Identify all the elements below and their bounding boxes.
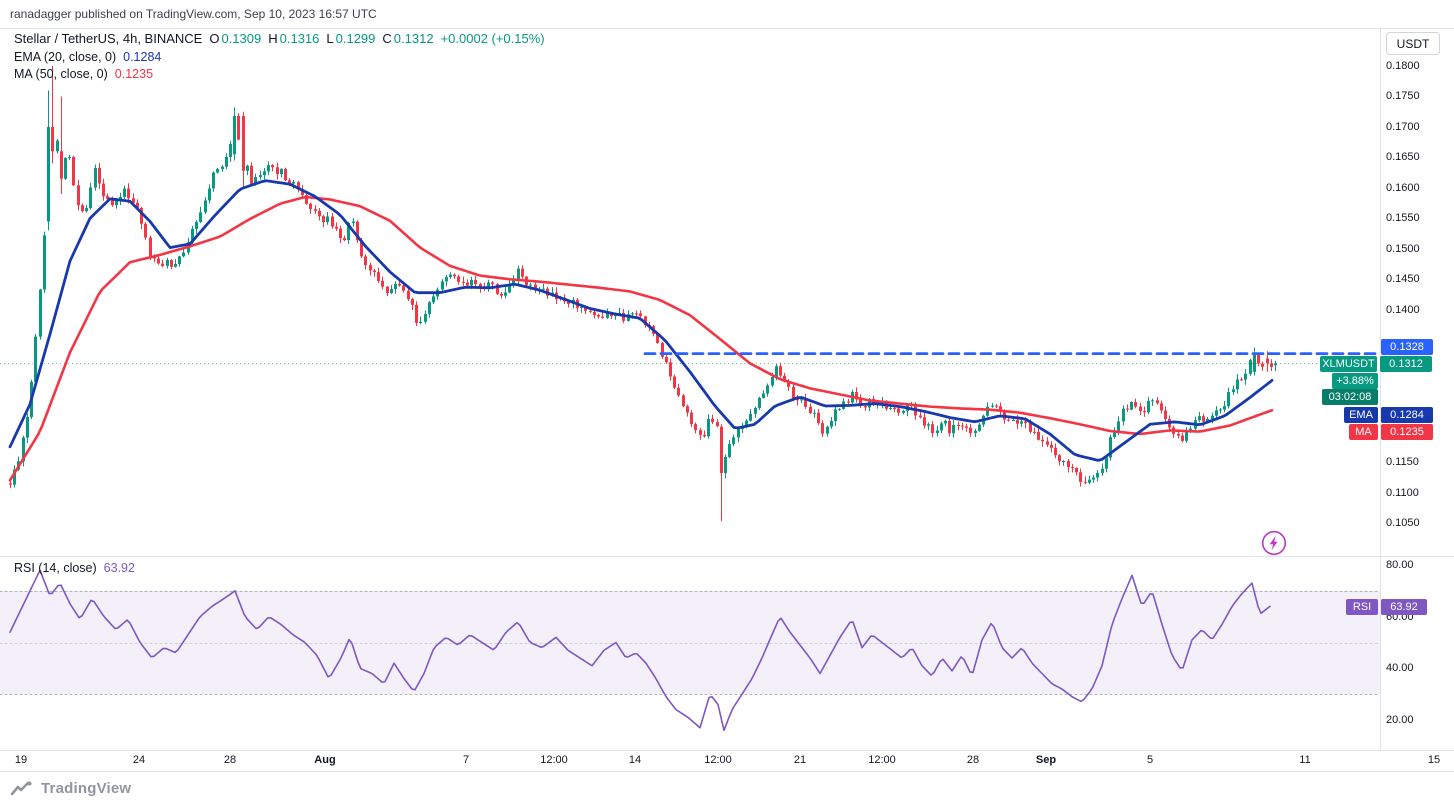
price-tick-label: 0.1500 [1386,242,1420,255]
time-tick-label: 15 [1427,754,1441,766]
symbol-title: Stellar / TetherUS, 4h, BINANCE [14,31,203,46]
time-tick-label: 11 [1299,754,1311,766]
time-tick-label: 14 [628,754,642,766]
chart-bottom-border [0,771,1454,772]
ema-badge-row: EMA 0.1284 [1344,407,1433,424]
price-axis-border [1380,28,1381,750]
time-tick-label: Aug [314,754,336,766]
price-tick-label: 0.1750 [1386,90,1420,103]
tradingview-logo-icon [10,781,32,795]
time-tick-label: 28 [223,754,237,766]
ma-badge-row: MA 0.1235 [1349,424,1433,441]
time-tick-label: 5 [1146,754,1154,766]
ma-legend-label: MA (50, close, 0) [14,67,108,81]
currency-toggle-button[interactable]: USDT [1386,32,1440,55]
time-axis-border [0,750,1454,751]
price-tick-label: 0.1600 [1386,181,1420,194]
rsi-badge-label: RSI [1346,598,1378,615]
ema-legend-label: EMA (20, close, 0) [14,50,117,64]
price-tick-label: 0.1050 [1386,517,1420,529]
ma-legend[interactable]: MA (50, close, 0) 0.1235 [14,67,153,81]
rsi-legend-label: RSI (14, close) [14,561,97,575]
price-tick-label: 0.1400 [1386,303,1420,316]
ohlc-open: O 0.1309 [209,31,262,46]
time-tick-label: 7 [462,754,470,766]
rsi-tick-label: 80.00 [1386,559,1414,571]
time-tick-label: 24 [132,754,146,766]
price-tick-label: 0.1150 [1386,456,1419,469]
time-tick-label: 19 [14,754,28,766]
ma-badge-value: 0.1235 [1381,424,1433,441]
rsi-value-badge-row: RSI 63.92 [1346,598,1427,615]
time-tick-label: Sep [1035,754,1057,766]
ticker-badge: XLMUSDT [1320,356,1377,373]
time-tick-label: 12:00 [540,754,568,766]
tradingview-wordmark: TradingView [41,780,132,797]
time-tick-label: 21 [793,754,807,766]
price-tick-label: 0.1100 [1386,486,1419,499]
price-tick-label: 0.1650 [1386,151,1420,164]
ohlc-close: C 0.1312 [382,31,434,46]
price-tick-label: 0.1800 [1386,60,1420,72]
rsi-legend[interactable]: RSI (14, close) 63.92 [14,561,135,575]
ma-badge-label: MA [1349,424,1378,441]
pane-divider[interactable] [0,556,1454,557]
time-tick-label: 12:00 [704,754,732,766]
rsi-badge-value: 63.92 [1381,598,1427,615]
price-tick-label: 0.1550 [1386,212,1420,225]
chart-top-border [0,28,1454,29]
tradingview-link[interactable]: TradingView [10,780,131,797]
time-tick-label: 12:00 [868,754,896,766]
ema-badge-value: 0.1284 [1381,407,1433,424]
change-readout: +0.0002 (+0.15%) [440,31,545,46]
price-tick-label: 0.1450 [1386,273,1420,286]
rsi-tick-label: 20.00 [1386,714,1414,726]
rsi-tick-label: 40.00 [1386,662,1414,675]
ema-badge-label: EMA [1344,407,1378,424]
ema-legend-value: 0.1284 [123,50,162,64]
countdown-badge: 03:02:08 [1322,389,1378,406]
ohlc-low: L 0.1299 [326,31,376,46]
attribution: ranadagger published on TradingView.com,… [10,7,377,21]
price-tick-label: 0.1700 [1386,120,1420,133]
flash-icon[interactable] [1261,530,1287,556]
symbol-legend[interactable]: Stellar / TetherUS, 4h, BINANCE O 0.1309 … [14,31,545,46]
ema-legend[interactable]: EMA (20, close, 0) 0.1284 [14,50,161,64]
last-price-badge: 0.1312 [1380,356,1432,373]
ma-legend-value: 0.1235 [114,67,154,81]
chart-canvas[interactable] [0,28,1380,750]
rsi-legend-value: 63.92 [103,561,135,575]
last-price-badge-row: XLMUSDT 0.1312 [1320,356,1432,373]
change-pct-badge: +3.88% [1332,373,1378,390]
ohlc-high: H 0.1316 [268,31,320,46]
time-tick-label: 28 [966,754,980,766]
resistance-price-badge: 0.1328 [1381,339,1433,356]
